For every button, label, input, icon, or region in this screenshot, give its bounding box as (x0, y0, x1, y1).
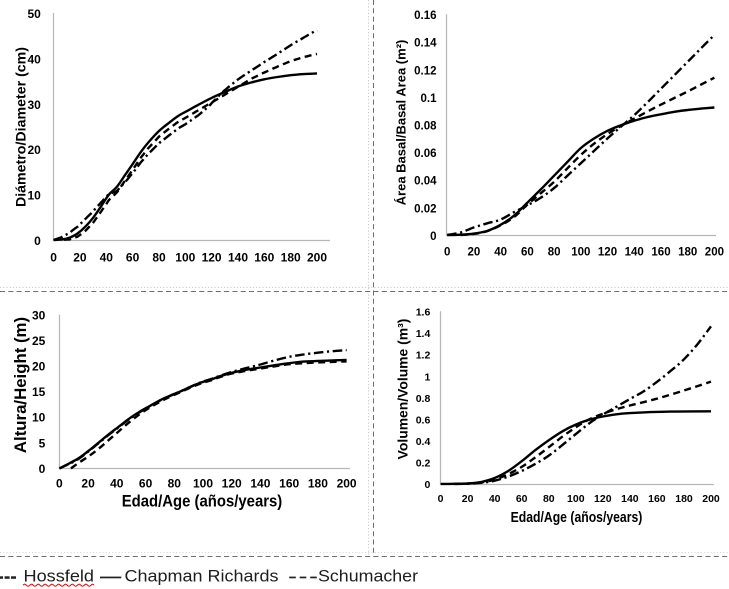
svg-text:160: 160 (651, 247, 670, 259)
svg-text:0: 0 (424, 479, 430, 491)
svg-text:100: 100 (175, 251, 195, 265)
svg-text:10: 10 (27, 189, 41, 203)
svg-text:20: 20 (462, 493, 474, 505)
svg-text:20: 20 (32, 360, 46, 374)
svg-text:180: 180 (281, 251, 301, 265)
svg-text:1.2: 1.2 (416, 350, 431, 362)
svg-text:50: 50 (27, 7, 41, 21)
svg-text:100: 100 (571, 247, 590, 259)
svg-text:60: 60 (516, 493, 528, 505)
svg-text:100: 100 (567, 493, 585, 505)
svg-text:0.04: 0.04 (414, 176, 437, 188)
svg-text:80: 80 (548, 247, 561, 259)
svg-text:0: 0 (50, 251, 57, 265)
svg-text:180: 180 (308, 477, 328, 491)
svg-text:10: 10 (32, 411, 46, 425)
svg-text:200: 200 (337, 477, 357, 491)
svg-text:Edad/Age (años/years): Edad/Age (años/years) (122, 492, 283, 511)
svg-text:0.08: 0.08 (414, 121, 437, 133)
svg-text:140: 140 (621, 493, 639, 505)
svg-text:Schumacher: Schumacher (318, 567, 418, 586)
svg-text:0.1: 0.1 (421, 93, 438, 105)
svg-text:140: 140 (250, 477, 270, 491)
svg-text:160: 160 (279, 477, 299, 491)
svg-text:Diámetro/Diameter (cm): Diámetro/Diameter (cm) (14, 47, 30, 207)
svg-text:0.06: 0.06 (414, 148, 436, 160)
svg-text:40: 40 (489, 493, 501, 505)
svg-text:120: 120 (202, 251, 222, 265)
svg-text:0: 0 (34, 234, 41, 248)
svg-text:Volumen/Volume (m³): Volumen/Volume (m³) (395, 319, 411, 460)
svg-text:0.2: 0.2 (416, 458, 431, 470)
svg-text:120: 120 (222, 477, 242, 491)
svg-text:80: 80 (543, 493, 555, 505)
svg-text:Chapman Richards: Chapman Richards (125, 567, 279, 586)
svg-text:0.8: 0.8 (416, 393, 431, 405)
svg-text:40: 40 (100, 251, 114, 265)
svg-text:0.6: 0.6 (416, 415, 431, 427)
svg-text:20: 20 (27, 143, 41, 157)
svg-text:Área Basal/Basal Area (m²): Área Basal/Basal Area (m²) (394, 40, 409, 206)
svg-text:60: 60 (126, 251, 140, 265)
svg-text:20: 20 (81, 477, 95, 491)
svg-text:1.4: 1.4 (416, 328, 431, 340)
svg-text:0: 0 (39, 462, 46, 476)
svg-text:Hossfeld: Hossfeld (24, 567, 95, 586)
svg-text:20: 20 (468, 247, 481, 259)
svg-text:15: 15 (32, 385, 46, 399)
svg-text:0.4: 0.4 (416, 436, 431, 448)
svg-text:Edad/Age (años/years): Edad/Age (años/years) (511, 510, 643, 526)
svg-text:180: 180 (678, 247, 697, 259)
svg-text:40: 40 (494, 247, 507, 259)
svg-text:40: 40 (110, 477, 124, 491)
svg-text:40: 40 (27, 52, 41, 66)
svg-text:200: 200 (307, 251, 327, 265)
svg-text:180: 180 (675, 493, 693, 505)
svg-text:80: 80 (168, 477, 182, 491)
svg-text:0.14: 0.14 (414, 38, 437, 50)
svg-text:5: 5 (39, 436, 46, 450)
svg-text:60: 60 (521, 247, 534, 259)
svg-text:0: 0 (438, 493, 444, 505)
svg-text:20: 20 (73, 251, 87, 265)
svg-text:30: 30 (32, 308, 46, 322)
svg-text:140: 140 (228, 251, 248, 265)
svg-text:1.6: 1.6 (416, 307, 431, 319)
svg-text:0.02: 0.02 (414, 203, 436, 215)
svg-text:0: 0 (56, 477, 63, 491)
svg-text:160: 160 (648, 493, 666, 505)
svg-text:1: 1 (424, 371, 430, 383)
svg-text:140: 140 (625, 247, 644, 259)
svg-text:25: 25 (32, 334, 46, 348)
svg-text:120: 120 (594, 493, 612, 505)
svg-text:30: 30 (27, 98, 41, 112)
svg-text:0: 0 (444, 247, 450, 259)
svg-text:60: 60 (139, 477, 153, 491)
svg-text:120: 120 (598, 247, 617, 259)
svg-text:Altura/Height (m): Altura/Height (m) (11, 317, 30, 453)
svg-text:0.12: 0.12 (414, 65, 436, 77)
svg-text:200: 200 (702, 493, 720, 505)
svg-text:100: 100 (193, 477, 213, 491)
svg-text:0: 0 (430, 231, 436, 243)
svg-text:0.16: 0.16 (414, 10, 436, 22)
svg-text:80: 80 (152, 251, 166, 265)
svg-text:160: 160 (254, 251, 274, 265)
svg-text:200: 200 (705, 247, 724, 259)
